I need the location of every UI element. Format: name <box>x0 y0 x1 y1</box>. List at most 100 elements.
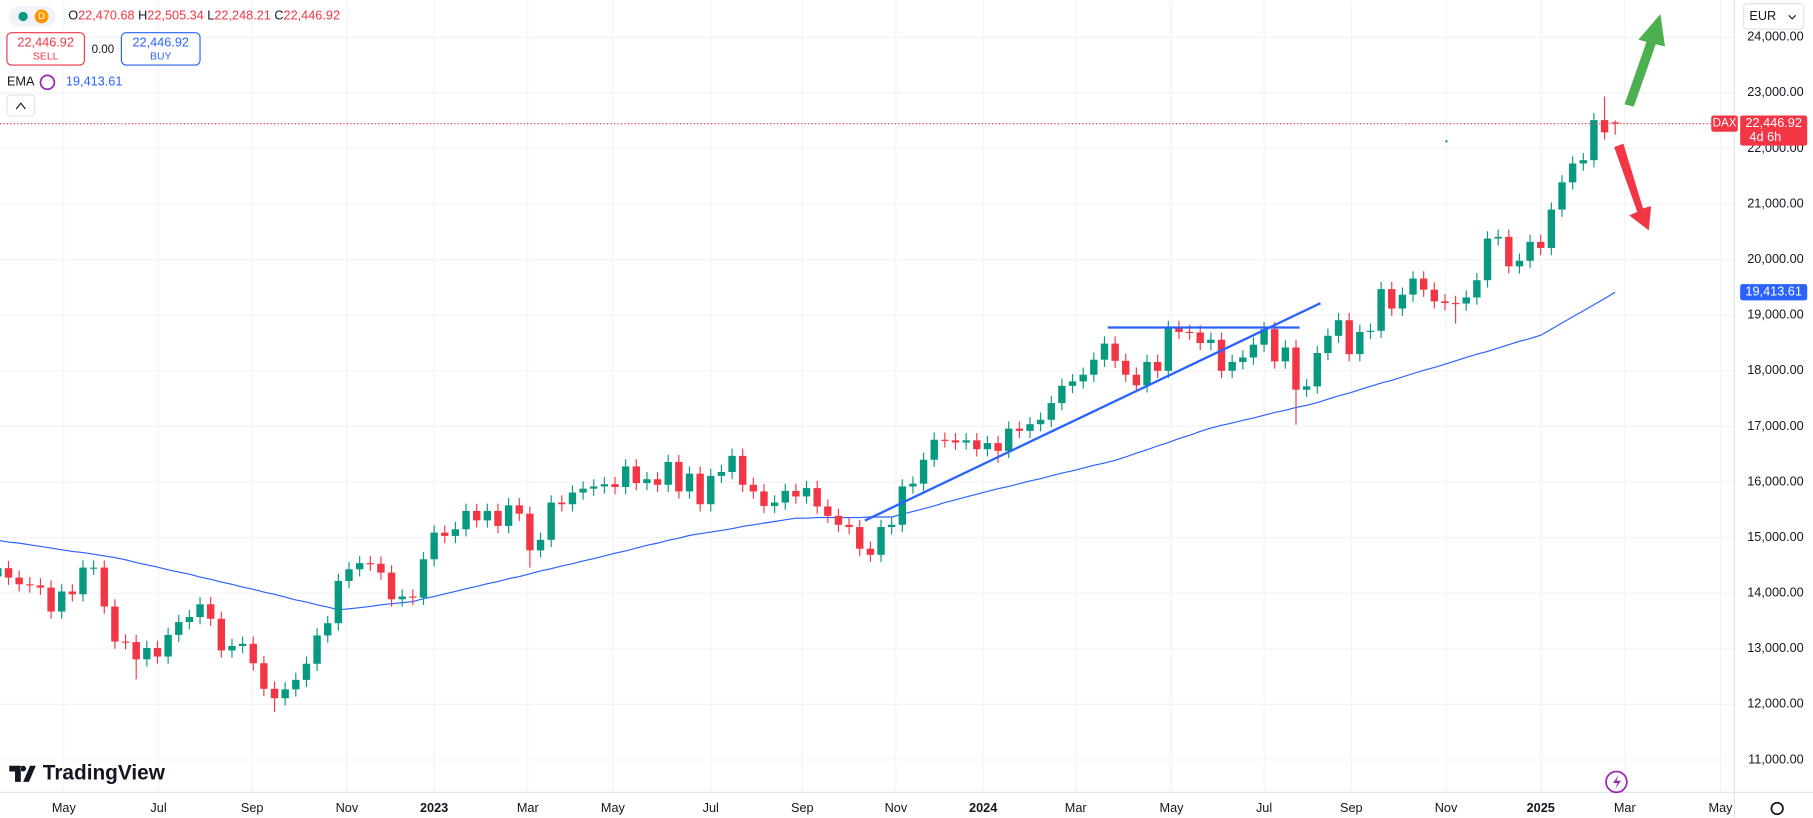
x-tick-label: May <box>1709 800 1734 815</box>
x-tick-label: May <box>601 800 626 815</box>
drawn-trend-line[interactable] <box>864 302 1321 522</box>
high: 22,505.34 <box>147 8 204 23</box>
candle-body <box>302 663 311 680</box>
down-arrow <box>1614 143 1652 231</box>
x-tick-label: Nov <box>885 800 908 815</box>
candle-body <box>1579 160 1587 164</box>
candle-body <box>1132 374 1141 386</box>
x-tick-label: Nov <box>1435 800 1458 815</box>
symbol-tag <box>1711 115 1738 132</box>
buy-label: BUY <box>150 52 171 63</box>
candle-body <box>536 539 545 551</box>
candle-body <box>675 461 683 492</box>
candle-body <box>334 580 343 624</box>
sell-button[interactable] <box>6 32 85 66</box>
candle-body <box>515 505 523 514</box>
candle-body <box>1409 278 1417 295</box>
candle-body <box>4 568 13 578</box>
candle-body <box>1334 320 1343 336</box>
candle-body <box>292 679 300 690</box>
sell-label: SELL <box>33 52 59 63</box>
candle-body <box>611 484 619 488</box>
x-tick-label: Mar <box>1065 800 1088 815</box>
candle-body <box>217 618 226 651</box>
candle-body <box>1005 428 1013 451</box>
candle-body <box>1473 280 1481 298</box>
candle-body <box>834 515 843 525</box>
c-label: C <box>274 8 283 23</box>
candle-body <box>324 623 332 636</box>
candle-body <box>1398 294 1407 309</box>
x-tick-label: May <box>1160 800 1185 815</box>
up-arrow <box>1624 14 1665 107</box>
candle-body <box>1324 335 1332 354</box>
low: 22,248.21 <box>214 8 271 23</box>
candle-body <box>1505 236 1513 267</box>
candle-body <box>909 483 917 487</box>
y-tick-label: 14,000.00 <box>1747 585 1804 600</box>
x-tick-label: Nov <box>336 800 359 815</box>
x-tick-label: May <box>52 800 77 815</box>
candle-body <box>58 591 66 612</box>
dropdown-caret <box>1788 14 1797 20</box>
candle-body <box>685 473 694 492</box>
l-label: L <box>207 8 214 23</box>
x-tick-label: Sep <box>791 800 814 815</box>
candle-body <box>941 439 949 441</box>
y-tick-label: 16,000.00 <box>1747 473 1804 488</box>
brand: TradingView <box>43 761 166 784</box>
candle-body <box>68 591 77 595</box>
candle-body <box>792 490 800 497</box>
buy-button[interactable] <box>120 32 201 66</box>
candle-body <box>281 689 289 699</box>
legend: D O22,470.68 H22,505.34 L22,248.21 C22,446.… <box>6 6 340 117</box>
interval-badge <box>34 9 49 24</box>
candle-body <box>1366 330 1375 332</box>
candle-body <box>1196 332 1204 344</box>
candle-body <box>749 484 758 492</box>
candle-body <box>1462 297 1470 304</box>
candle-body <box>143 647 151 660</box>
indicator-value: 19,413.61 <box>66 74 123 89</box>
candle-body <box>132 642 140 660</box>
candle-body <box>770 502 779 506</box>
candle-body <box>206 604 215 619</box>
candle-body <box>664 461 672 485</box>
candle-body <box>1079 374 1087 382</box>
candle-body <box>983 443 992 450</box>
x-tick-label: Jul <box>703 800 719 815</box>
indicator-icon[interactable] <box>39 74 56 91</box>
candle-body <box>1153 361 1162 371</box>
alerts-button[interactable] <box>1605 770 1628 794</box>
dot <box>1445 140 1448 143</box>
y-tick-label: 24,000.00 <box>1747 29 1804 44</box>
candle-body <box>89 567 98 569</box>
currency-select[interactable] <box>1743 3 1805 30</box>
candle-body <box>419 559 428 598</box>
o-label: O <box>68 8 78 23</box>
candle-body <box>898 486 907 525</box>
candle-body <box>632 466 640 484</box>
candle-body <box>802 488 811 497</box>
candle-body <box>738 455 747 485</box>
candle-body <box>26 584 34 586</box>
countdown: 4d 6h <box>1749 129 1781 144</box>
candle-body <box>345 569 353 581</box>
candle-body <box>781 490 789 503</box>
candle-body <box>1430 289 1439 302</box>
candle-body <box>728 455 736 472</box>
candle-body <box>856 527 864 549</box>
collapse-button[interactable] <box>6 94 36 117</box>
candle-body <box>951 440 960 443</box>
candle-body <box>1217 339 1226 371</box>
candle-body <box>1515 260 1524 267</box>
candle-body <box>930 439 938 460</box>
candle-body <box>1260 329 1268 345</box>
x-tick-label: Jul <box>150 800 166 815</box>
spread: 0.00 <box>92 44 114 56</box>
logo: TradingView <box>9 761 166 784</box>
ema-layer <box>0 291 1616 611</box>
settings-button[interactable] <box>1770 801 1784 816</box>
